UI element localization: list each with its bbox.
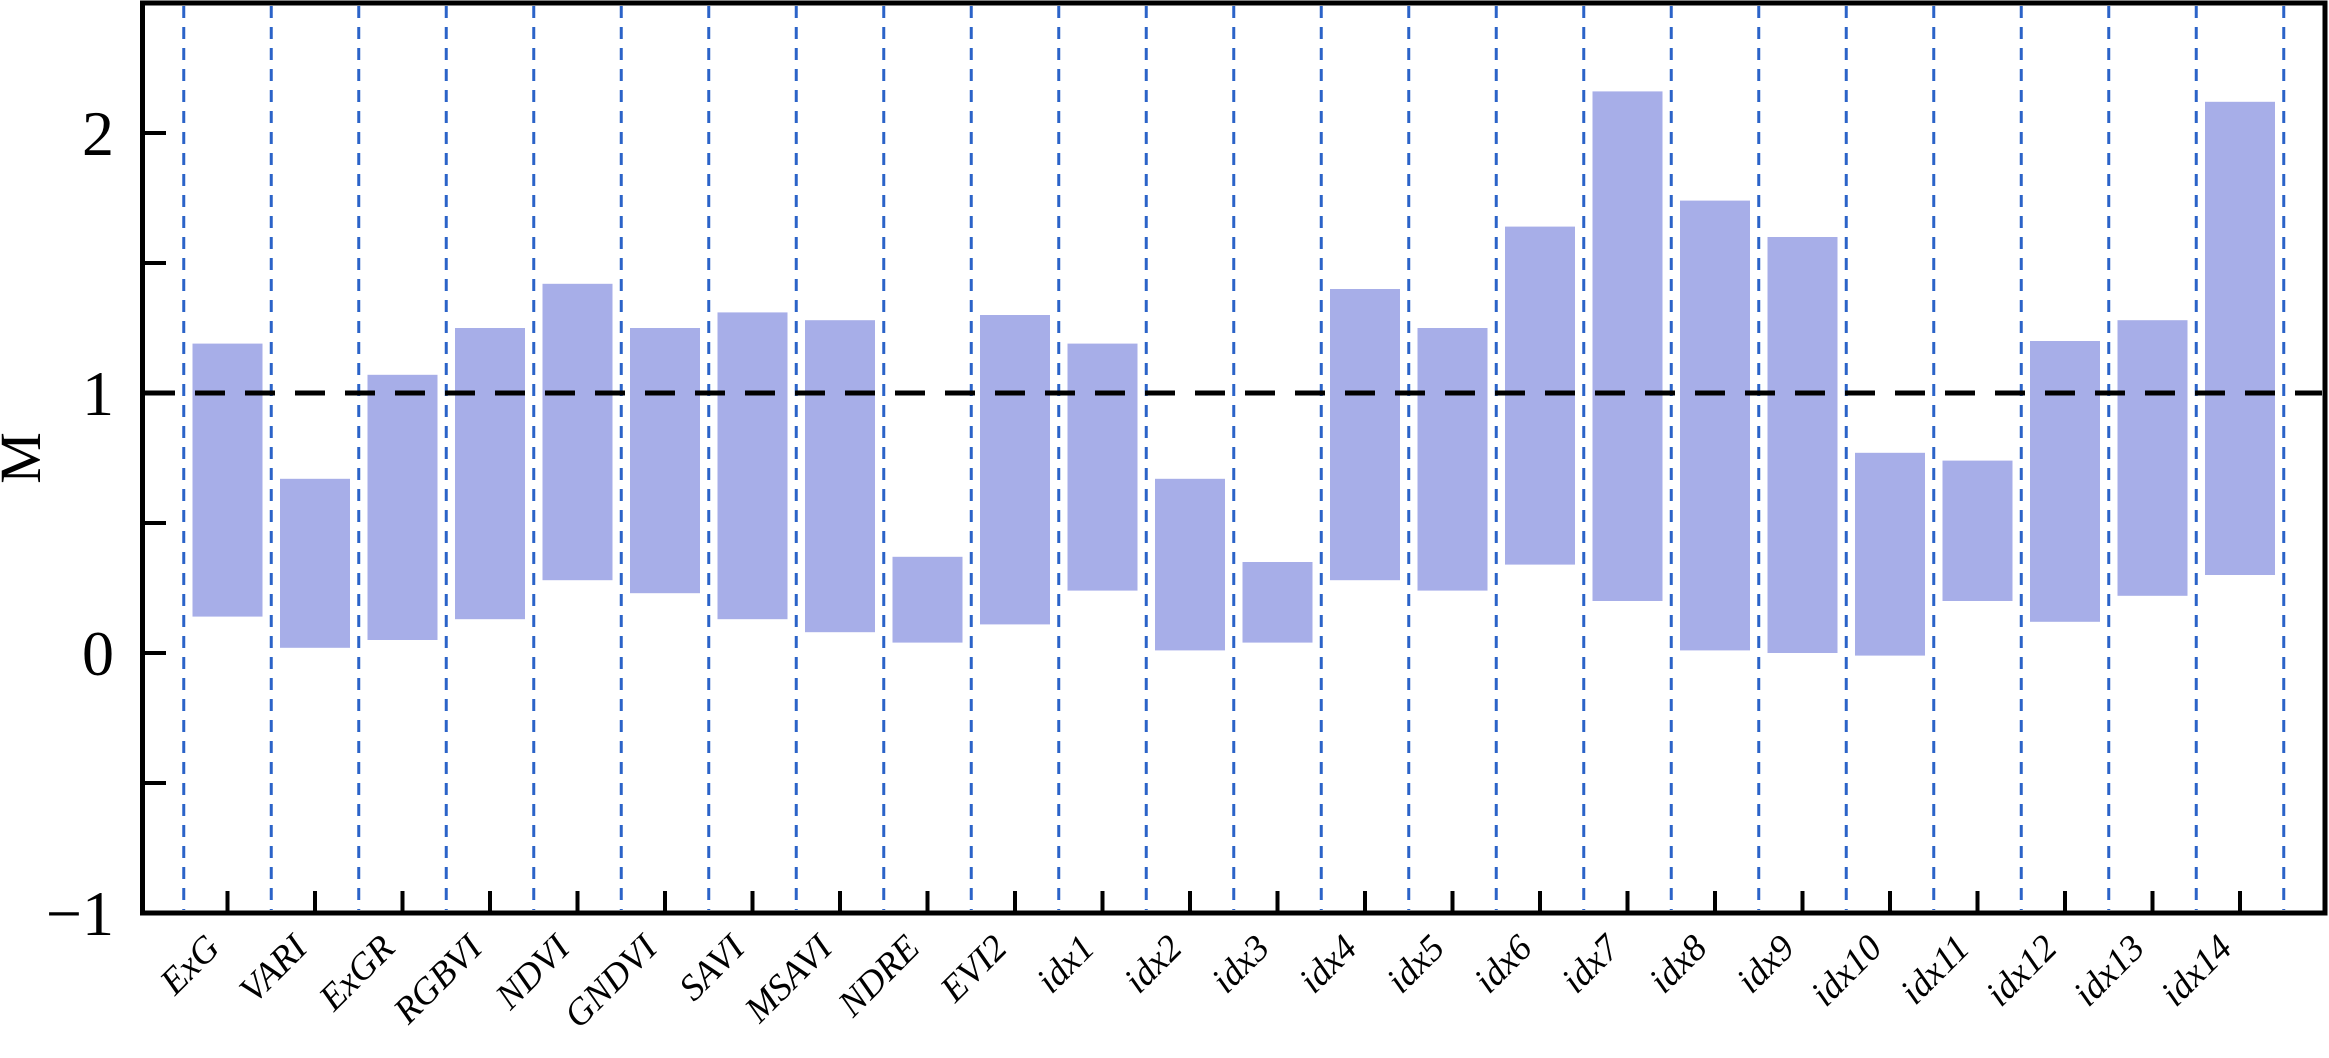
bar-EVI2 [980, 315, 1050, 625]
bar-NDVI [542, 283, 613, 581]
bar-idx3 [1242, 562, 1313, 643]
bar-GNDVI [630, 328, 700, 594]
bar-ExG [192, 343, 263, 617]
y-axis-label: M [0, 432, 53, 484]
bar-idx8 [1680, 200, 1750, 651]
bar-idx9 [1767, 237, 1838, 653]
bars-group [192, 91, 2275, 656]
bar-idx1 [1067, 343, 1138, 591]
y-tick-label-1: 1 [82, 358, 114, 429]
bar-VARI [280, 478, 350, 648]
bar-idx13 [2117, 320, 2188, 596]
axes-frame [140, 0, 2328, 916]
bar-idx14 [2205, 101, 2275, 576]
bar-idx4 [1330, 289, 1400, 581]
category-separator-grid [182, 6, 2286, 910]
y-ticks [145, 131, 166, 785]
bar-idx7 [1592, 91, 1663, 602]
bar-idx10 [1855, 452, 1925, 656]
bar-ExGR [367, 374, 438, 640]
bar-NDRE [892, 556, 963, 643]
bar-MSAVI [805, 320, 875, 633]
bar-SAVI [717, 312, 788, 620]
bar-idx2 [1155, 478, 1225, 651]
bar-RGBVI [455, 328, 525, 620]
bar-idx12 [2030, 341, 2100, 622]
bar-idx6 [1505, 226, 1575, 565]
y-tick-label-minus1: −1 [46, 878, 114, 949]
x-ticks [225, 891, 2242, 911]
bar-idx11 [1942, 460, 2013, 601]
y-tick-label-0: 0 [82, 618, 114, 689]
y-tick-label-2: 2 [82, 98, 114, 169]
bar-idx5 [1417, 328, 1488, 591]
